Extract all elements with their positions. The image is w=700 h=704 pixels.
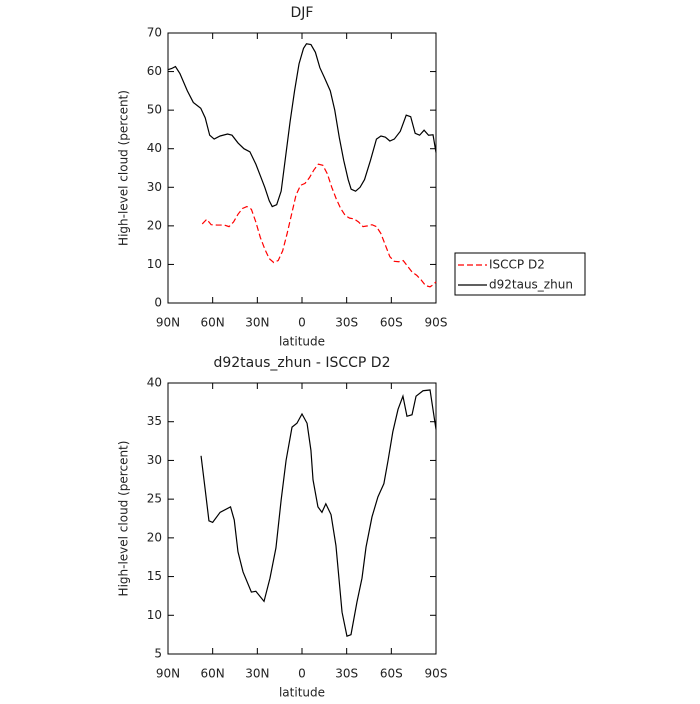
y-tick-label: 15	[147, 569, 162, 583]
x-tick-label: 90S	[425, 316, 448, 330]
x-tick-label: 90N	[156, 667, 180, 681]
y-tick-label: 20	[147, 530, 162, 544]
x-tick-label: 30N	[245, 667, 269, 681]
y-tick-label: 10	[147, 257, 162, 271]
y-tick-label: 30	[147, 453, 162, 467]
y-tick-label: 5	[154, 647, 162, 661]
x-tick-label: 30S	[335, 316, 358, 330]
y-tick-label: 10	[147, 608, 162, 622]
data-line	[201, 163, 437, 288]
y-axis-label: High-level cloud (percent)	[117, 441, 131, 597]
x-tick-label: 90S	[425, 667, 448, 681]
y-tick-label: 20	[147, 218, 162, 232]
x-tick-label: 0	[298, 316, 306, 330]
plot-frame	[167, 382, 437, 655]
x-tick-label: 30S	[335, 667, 358, 681]
x-tick-label: 0	[298, 667, 306, 681]
x-tick-label: 30N	[245, 316, 269, 330]
y-tick-label: 60	[147, 64, 162, 78]
y-tick-label: 50	[147, 103, 162, 117]
y-tick-label: 35	[147, 414, 162, 428]
plot-frame	[167, 32, 437, 304]
chart-title: DJF	[291, 5, 314, 21]
y-tick-label: 40	[147, 141, 162, 155]
x-tick-label: 60S	[380, 316, 403, 330]
data-line	[167, 43, 437, 208]
y-tick-label: 40	[147, 376, 162, 390]
y-tick-label: 30	[147, 180, 162, 194]
y-axis-label: High-level cloud (percent)	[117, 90, 131, 246]
x-axis-label: latitude	[279, 686, 325, 700]
y-tick-label: 70	[147, 26, 162, 40]
x-tick-label: 60S	[380, 667, 403, 681]
x-tick-label: 60N	[201, 316, 225, 330]
y-tick-label: 25	[147, 492, 162, 506]
x-tick-label: 90N	[156, 316, 180, 330]
legend-label: d92taus_zhun	[489, 278, 573, 292]
chart-title: d92taus_zhun - ISCCP D2	[213, 355, 390, 371]
data-line	[200, 389, 437, 638]
y-tick-label: 0	[154, 296, 162, 310]
x-tick-label: 60N	[201, 667, 225, 681]
legend-label: ISCCP D2	[489, 258, 545, 272]
legend-box	[454, 252, 586, 296]
x-axis-label: latitude	[279, 335, 325, 349]
